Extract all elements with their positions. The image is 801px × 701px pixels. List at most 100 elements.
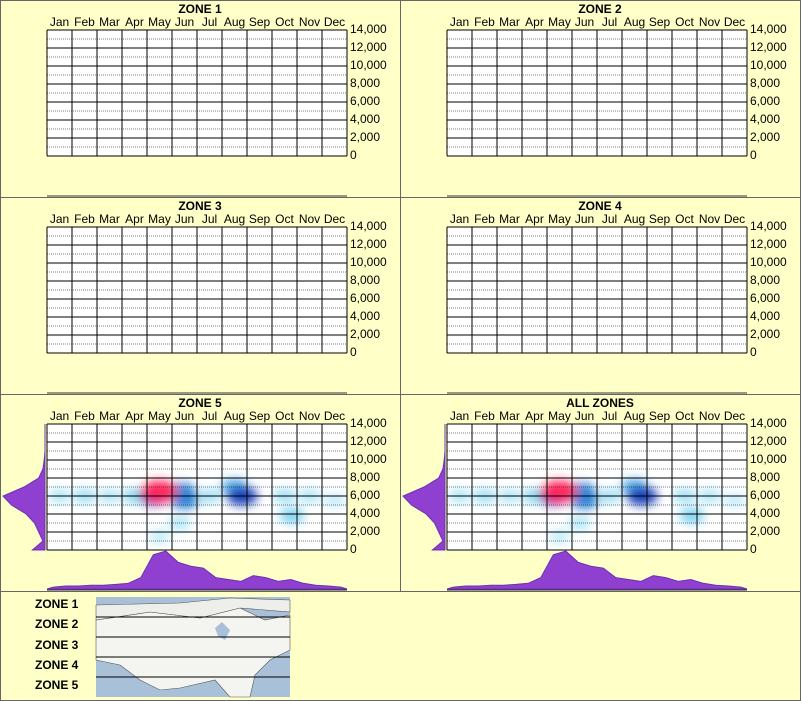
x-tick-label: Aug — [224, 212, 245, 226]
y-tick-label: 6,000 — [750, 488, 780, 502]
x-tick-label: Mar — [499, 15, 520, 29]
x-tick-label: Apr — [525, 409, 544, 423]
panel-title: ZONE 4 — [578, 199, 622, 213]
x-tick-label: Feb — [474, 409, 495, 423]
x-tick-label: Jun — [175, 409, 194, 423]
zone-label: ZONE 2 — [35, 617, 79, 631]
y-tick-label: 0 — [750, 148, 757, 162]
zone-label: ZONE 1 — [35, 597, 79, 611]
y-tick-label: 2,000 — [750, 524, 780, 538]
y-tick-label: 6,000 — [350, 488, 380, 502]
y-tick-label: 4,000 — [750, 112, 780, 126]
x-tick-label: Jul — [202, 212, 217, 226]
x-tick-label: Jan — [450, 212, 469, 226]
x-tick-label: Jul — [602, 212, 617, 226]
zone-label: ZONE 3 — [35, 638, 79, 652]
x-tick-label: Jan — [50, 15, 69, 29]
panel-title: ALL ZONES — [566, 396, 634, 410]
y-tick-label: 4,000 — [350, 112, 380, 126]
y-tick-label: 2,000 — [350, 327, 380, 341]
y-tick-label: 0 — [350, 148, 357, 162]
x-tick-label: Sep — [249, 15, 271, 29]
x-tick-label: Mar — [499, 212, 520, 226]
density-blob — [141, 480, 178, 503]
x-tick-label: Feb — [74, 15, 95, 29]
x-tick-label: Jun — [575, 212, 594, 226]
y-tick-label: 10,000 — [750, 58, 787, 72]
density-blob — [679, 508, 705, 524]
y-tick-label: 2,000 — [750, 327, 780, 341]
x-tick-label: May — [548, 409, 571, 423]
y-tick-label: 6,000 — [350, 94, 380, 108]
x-tick-label: Feb — [474, 212, 495, 226]
y-tick-label: 10,000 — [350, 255, 387, 269]
x-tick-label: Sep — [649, 212, 671, 226]
x-tick-label: Nov — [299, 409, 320, 423]
zone-label: ZONE 4 — [35, 658, 79, 672]
x-tick-label: May — [548, 212, 571, 226]
x-tick-label: Jul — [202, 15, 217, 29]
x-tick-label: Apr — [125, 409, 144, 423]
x-tick-label: Feb — [74, 409, 95, 423]
y-tick-label: 12,000 — [750, 40, 787, 54]
density-blob — [541, 480, 578, 503]
y-tick-label: 12,000 — [750, 237, 787, 251]
x-tick-label: Sep — [649, 409, 671, 423]
y-tick-label: 10,000 — [750, 452, 787, 466]
x-tick-label: Mar — [499, 409, 520, 423]
x-tick-label: Jul — [602, 409, 617, 423]
x-tick-label: Feb — [74, 212, 95, 226]
x-tick-label: Dec — [724, 212, 745, 226]
x-tick-label: Mar — [99, 212, 120, 226]
y-tick-label: 14,000 — [750, 416, 787, 430]
x-tick-label: Sep — [249, 212, 271, 226]
y-tick-label: 0 — [350, 345, 357, 359]
x-tick-label: Oct — [275, 15, 294, 29]
x-tick-label: Jun — [175, 212, 194, 226]
x-tick-label: May — [148, 212, 171, 226]
panel-title: ZONE 3 — [178, 199, 222, 213]
y-tick-label: 14,000 — [750, 219, 787, 233]
x-tick-label: Jun — [175, 15, 194, 29]
map-lake — [215, 622, 230, 640]
y-tick-label: 14,000 — [750, 22, 787, 36]
x-tick-label: Aug — [624, 15, 645, 29]
y-tick-label: 8,000 — [350, 76, 380, 90]
x-tick-label: Sep — [649, 15, 671, 29]
x-tick-label: Jan — [50, 409, 69, 423]
y-tick-label: 6,000 — [750, 291, 780, 305]
y-tick-label: 4,000 — [750, 309, 780, 323]
x-tick-label: Aug — [624, 212, 645, 226]
y-tick-label: 0 — [750, 542, 757, 556]
x-tick-label: Jul — [202, 409, 217, 423]
x-tick-label: Sep — [249, 409, 271, 423]
x-tick-label: Dec — [724, 15, 745, 29]
y-tick-label: 8,000 — [350, 273, 380, 287]
x-tick-label: Jan — [450, 409, 469, 423]
month-profile — [446, 550, 748, 590]
x-tick-label: Jul — [602, 15, 617, 29]
zone-label: ZONE 5 — [35, 678, 79, 692]
x-tick-label: Dec — [324, 15, 345, 29]
x-tick-label: Dec — [724, 409, 745, 423]
x-tick-label: Aug — [224, 15, 245, 29]
y-tick-label: 12,000 — [350, 434, 387, 448]
y-tick-label: 0 — [750, 345, 757, 359]
x-tick-label: Feb — [474, 15, 495, 29]
x-tick-label: Dec — [324, 409, 345, 423]
x-tick-label: Nov — [699, 15, 720, 29]
x-tick-label: Jan — [450, 15, 469, 29]
y-tick-label: 8,000 — [750, 273, 780, 287]
x-tick-label: Apr — [125, 15, 144, 29]
y-tick-label: 8,000 — [750, 470, 780, 484]
y-tick-label: 4,000 — [750, 506, 780, 520]
x-tick-label: Oct — [675, 15, 694, 29]
x-tick-label: Oct — [275, 212, 294, 226]
density-blob — [323, 494, 346, 507]
x-tick-label: Jun — [575, 15, 594, 29]
panel-title: ZONE 5 — [178, 396, 222, 410]
panel-title: ZONE 2 — [578, 2, 622, 16]
x-tick-label: Mar — [99, 409, 120, 423]
y-tick-label: 2,000 — [750, 130, 780, 144]
